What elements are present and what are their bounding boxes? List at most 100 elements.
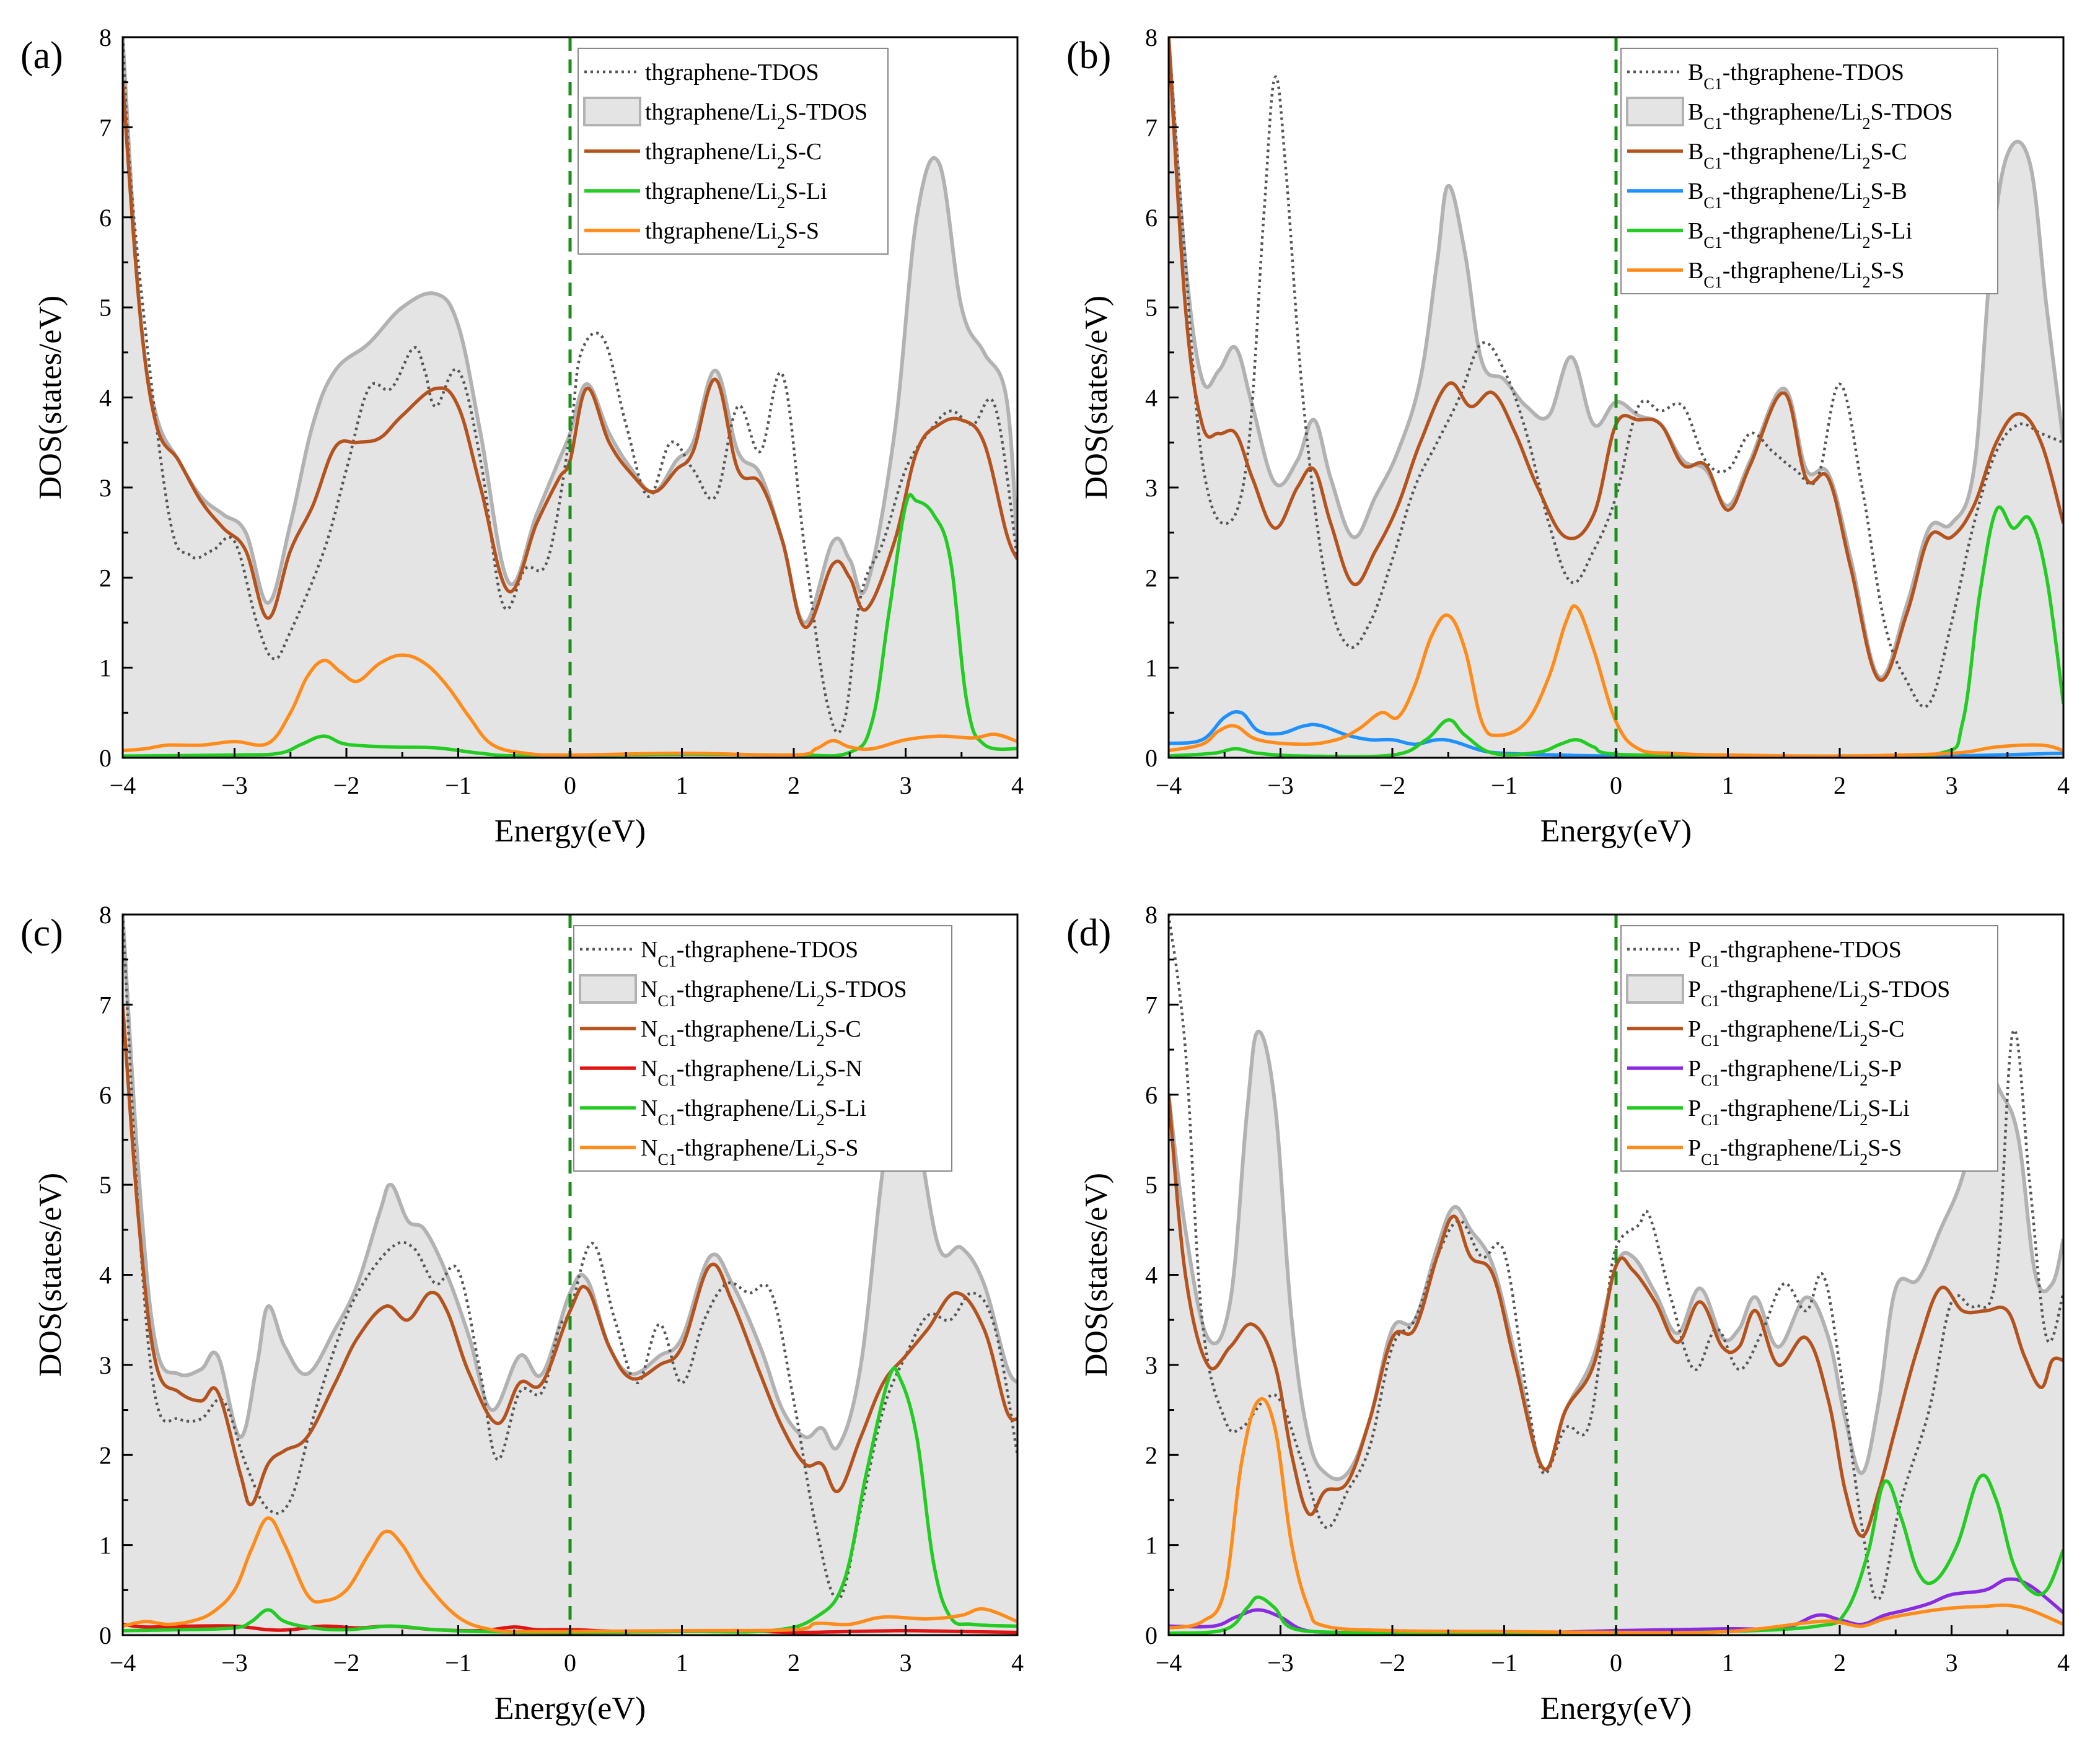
y-tick-label: 0 [1145,744,1157,772]
series-bc1-thgraphene-li2s-c-line [1169,37,2063,682]
legend-entry: BC1-thgraphene/Li2S-S [1688,258,1904,291]
legend-text: -thgraphene/Li [1723,139,1863,165]
y-tick-label: 6 [1145,204,1157,232]
legend-text: P [1688,1095,1701,1121]
x-tick-label: 2 [1834,771,1846,799]
y-tick-label: 1 [1145,1532,1157,1560]
legend-text: N [641,1135,657,1161]
panel-c: −4 −3 −2 −1 0 1 2 3 4 0 1 2 3 4 5 6 7 8 Energy(eV) DOS(stat… [20,901,1024,1726]
legend-subscript: C1 [1703,154,1722,172]
legend-text: S-TDOS [1871,99,1953,125]
x-axis-label: Energy(eV) [1540,814,1692,849]
series-nc1-thgraphene-li2s-c-line [123,1004,1017,1506]
y-tick-label: 1 [1145,654,1157,682]
legend-entry: PC1-thgraphene/Li2S-C [1688,1016,1904,1050]
legend-text: P [1688,937,1701,963]
y-tick-label: 7 [99,113,112,141]
legend-text: N [641,1016,657,1042]
y-axis-label: DOS(states/eV) [33,1173,68,1377]
legend-subscript: C1 [1701,1151,1720,1169]
x-tick-label: 3 [900,1649,912,1677]
legend-entry: thgraphene/Li2S-C [645,139,822,172]
x-tick-label: 4 [1011,1649,1024,1677]
x-tick-label: 0 [564,771,576,799]
legend-entry: BC1-thgraphene/Li2S-TDOS [1688,99,1953,133]
legend-text: S-TDOS [1868,976,1950,1003]
y-tick-label: 2 [1145,564,1157,592]
legend-box [1620,925,1998,1172]
legend-text: thgraphene/Li [645,218,777,244]
legend-subscript: 2 [777,115,785,133]
legend-text: S-C [1871,139,1907,165]
legend-text: S-S [1871,258,1905,284]
x-tick-label: −4 [110,1649,136,1677]
legend-entry: NC1-thgraphene/Li2S-C [641,1016,861,1050]
legend-text: -thgraphene/Li [677,1016,817,1042]
x-tick-label: −1 [445,1649,472,1677]
legend-text: thgraphene/Li [645,178,777,204]
legend-entry: PC1-thgraphene/Li2S-Li [1688,1095,1910,1129]
x-axis-label: Energy(eV) [1540,1691,1692,1726]
legend-subscript: C1 [1703,115,1722,133]
legend-text: thgraphene-TDOS [645,59,819,86]
legend-swatch-tdos [1626,974,1684,1004]
series-nc1-thgraphene-li2s-s-line [123,1516,1017,1634]
legend-text: B [1688,178,1703,204]
legend-entry: PC1-thgraphene/Li2S-P [1688,1056,1902,1089]
legend: BC1-thgraphene-TDOSBC1-thgraphene/Li2S-T… [1620,48,1998,294]
legend-box [1620,48,1998,294]
y-axis-label: DOS(states/eV) [1079,296,1114,499]
y-tick-label: 2 [99,564,112,592]
series-bc1-thgraphene-li2s-li-line [1169,505,2063,758]
legend-subscript: 2 [1863,273,1871,291]
legend-text: S-C [825,1016,861,1042]
y-tick-label: 6 [99,204,112,232]
x-tick-label: 1 [1722,771,1734,799]
legend-text: B [1688,59,1703,86]
legend-text: S-S [1868,1135,1902,1161]
legend-subscript: 2 [1860,1071,1868,1089]
legend-entry: PC1-thgraphene/Li2S-S [1688,1135,1902,1169]
legend-subscript: C1 [657,952,676,970]
x-tick-label: 0 [1610,1649,1622,1677]
legend-text: S-Li [1868,1095,1910,1121]
legend-subscript: 2 [1860,1032,1868,1050]
legend-entry: NC1-thgraphene/Li2S-Li [641,1095,866,1129]
y-tick-label: 8 [99,901,112,929]
series-thgraphene-li2s-c-line [123,82,1017,629]
x-tick-label: 2 [788,771,800,799]
legend-text: S-TDOS [825,976,907,1003]
x-tick-label: 4 [2057,1649,2070,1677]
legend-subscript: 2 [817,1032,825,1050]
x-tick-label: −3 [221,771,248,799]
panel-a: −4 −3 −2 −1 0 1 2 3 4 0 1 2 3 4 5 6 7 8 Energy(eV) DOS(stat… [20,24,1024,849]
legend-text: -thgraphene/Li [677,1135,817,1161]
y-axis-label: DOS(states/eV) [1079,1173,1114,1377]
legend-subscript: C1 [1701,952,1720,970]
legend-subscript: 2 [1860,992,1868,1010]
legend-text: P [1688,1016,1701,1042]
panel-b: −4 −3 −2 −1 0 1 2 3 4 0 1 2 3 4 5 6 7 8 Energy(eV) DOS(stat… [1066,24,2070,849]
panel-label: (d) [1066,912,1111,954]
legend-text: B [1688,218,1703,244]
series-pc1-thgraphene-li2s-c-line [1169,1094,2063,1538]
legend-entry: thgraphene/Li2S-Li [645,178,827,212]
x-tick-label: −2 [333,1649,360,1677]
y-tick-label: 7 [99,991,112,1019]
legend-text: thgraphene/Li [645,99,777,125]
y-tick-label: 3 [1145,474,1157,502]
series-nc1-thgraphene-li2s-tdos-line [123,915,1017,1450]
legend-text: -thgraphene/Li [677,1095,817,1121]
legend-swatch-tdos [583,97,641,126]
y-tick-label: 3 [99,1351,112,1379]
x-tick-label: −4 [1156,771,1182,799]
legend-subscript: C1 [657,1071,676,1089]
legend-text: -thgraphene/Li [677,976,817,1003]
plot-area [1169,37,2063,758]
legend-subscript: 2 [817,992,825,1010]
y-tick-label: 8 [99,24,112,51]
series-nc1-thgraphene-li2s-tdos-area [123,915,1017,1635]
series-thgraphene-li2s-tdos-line [123,37,1017,625]
